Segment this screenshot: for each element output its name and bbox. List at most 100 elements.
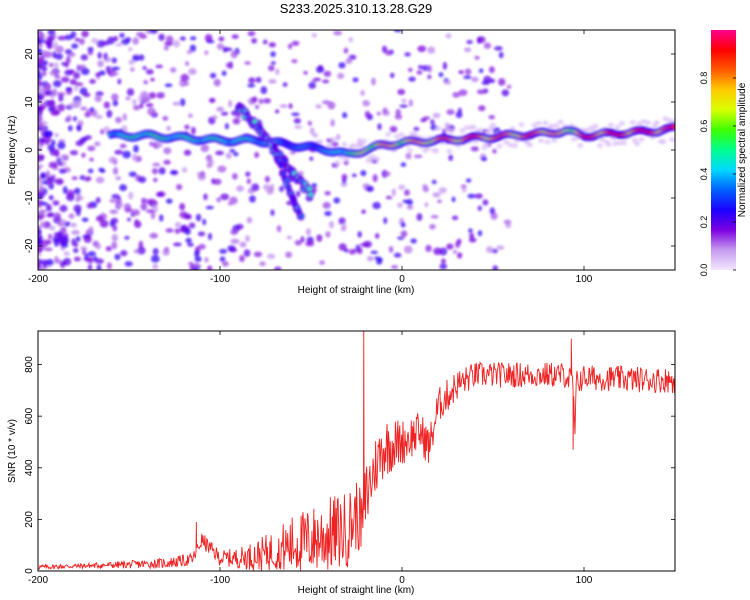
noise-speck	[99, 219, 109, 228]
noise-speck	[203, 193, 208, 201]
colorbar-tick-label: 0.2	[699, 216, 709, 229]
ridge-halo	[629, 120, 636, 126]
noise-speck	[42, 221, 51, 229]
noise-speck	[83, 235, 92, 243]
noise-speck	[439, 263, 448, 270]
spectrogram-y-label: Frequency (Hz)	[7, 116, 18, 185]
noise-speck	[54, 255, 59, 264]
noise-speck	[131, 153, 138, 162]
noise-speck	[338, 217, 346, 225]
noise-speck	[488, 115, 495, 120]
ridge-halo	[341, 141, 348, 147]
ridge-halo	[511, 143, 518, 149]
noise-speck	[215, 150, 225, 156]
noise-speck	[245, 171, 251, 177]
noise-speck	[155, 64, 163, 69]
noise-speck	[38, 62, 43, 70]
noise-speck	[111, 57, 117, 64]
noise-speck	[248, 77, 256, 84]
noise-speck	[357, 247, 363, 255]
noise-speck	[41, 72, 47, 77]
spectrogram-y-tick-label: 20	[24, 48, 35, 60]
noise-speck	[39, 221, 45, 228]
ridge-halo	[476, 127, 483, 133]
noise-speck	[294, 125, 303, 130]
noise-speck	[48, 194, 54, 201]
noise-speck	[70, 222, 77, 228]
noise-speck	[42, 60, 49, 66]
noise-speck	[333, 30, 343, 36]
noise-speck	[64, 49, 73, 55]
noise-speck	[170, 67, 177, 73]
noise-speck	[128, 171, 137, 177]
noise-speck	[190, 126, 196, 135]
noise-speck	[324, 211, 332, 217]
noise-speck	[189, 36, 197, 41]
noise-speck	[75, 236, 81, 242]
noise-speck	[227, 245, 236, 252]
noise-speck	[322, 201, 331, 209]
noise-speck	[312, 77, 322, 82]
noise-speck	[97, 51, 102, 60]
noise-speck	[141, 198, 147, 204]
noise-speck	[427, 46, 436, 54]
noise-speck	[95, 197, 101, 204]
noise-speck	[46, 40, 53, 49]
noise-speck	[429, 223, 436, 230]
branch-core	[299, 214, 304, 219]
noise-speck	[403, 245, 413, 254]
noise-speck	[120, 250, 128, 257]
noise-speck	[65, 221, 71, 227]
noise-speck	[153, 177, 158, 183]
ridge-halo	[343, 156, 350, 162]
noise-speck	[38, 121, 44, 127]
noise-speck	[270, 51, 276, 58]
ridge-halo	[481, 145, 488, 151]
noise-speck	[58, 161, 63, 166]
noise-speck	[228, 99, 233, 108]
noise-speck	[351, 173, 357, 178]
noise-speck	[128, 59, 135, 65]
ridge-halo	[551, 137, 558, 143]
noise-speck	[312, 132, 318, 138]
noise-speck	[430, 214, 439, 219]
noise-speck	[420, 118, 427, 123]
noise-speck	[163, 45, 169, 51]
noise-speck	[446, 243, 454, 250]
snr-x-ticks: -200 -100 0 100	[28, 331, 593, 586]
noise-speck	[437, 199, 442, 204]
noise-speck	[48, 106, 55, 113]
noise-speck	[406, 199, 413, 206]
noise-speck	[246, 216, 253, 224]
noise-speck	[123, 203, 132, 212]
noise-speck	[308, 81, 317, 89]
noise-speck	[465, 178, 472, 183]
noise-speck	[267, 65, 275, 72]
noise-speck	[477, 205, 482, 211]
noise-speck	[343, 248, 349, 253]
noise-speck	[174, 228, 181, 234]
noise-speck	[62, 186, 68, 194]
noise-speck	[38, 111, 41, 117]
noise-speck	[73, 242, 79, 248]
noise-speck	[138, 176, 147, 183]
noise-speck	[366, 185, 374, 192]
ridge-halo	[535, 120, 542, 126]
ridge-halo	[433, 148, 440, 154]
noise-speck	[59, 204, 68, 213]
noise-speck	[111, 233, 119, 242]
noise-speck	[38, 74, 43, 81]
noise-speck	[219, 248, 228, 254]
noise-speck	[106, 109, 113, 118]
noise-speck	[185, 213, 192, 220]
noise-speck	[331, 141, 339, 147]
noise-speck	[87, 168, 94, 174]
spectrogram-y-tick-label: -20	[24, 238, 35, 253]
noise-speck	[145, 69, 154, 75]
noise-speck	[47, 144, 55, 152]
noise-speck	[162, 116, 169, 121]
noise-speck	[138, 54, 145, 61]
noise-speck	[348, 36, 354, 43]
noise-speck	[176, 183, 183, 191]
